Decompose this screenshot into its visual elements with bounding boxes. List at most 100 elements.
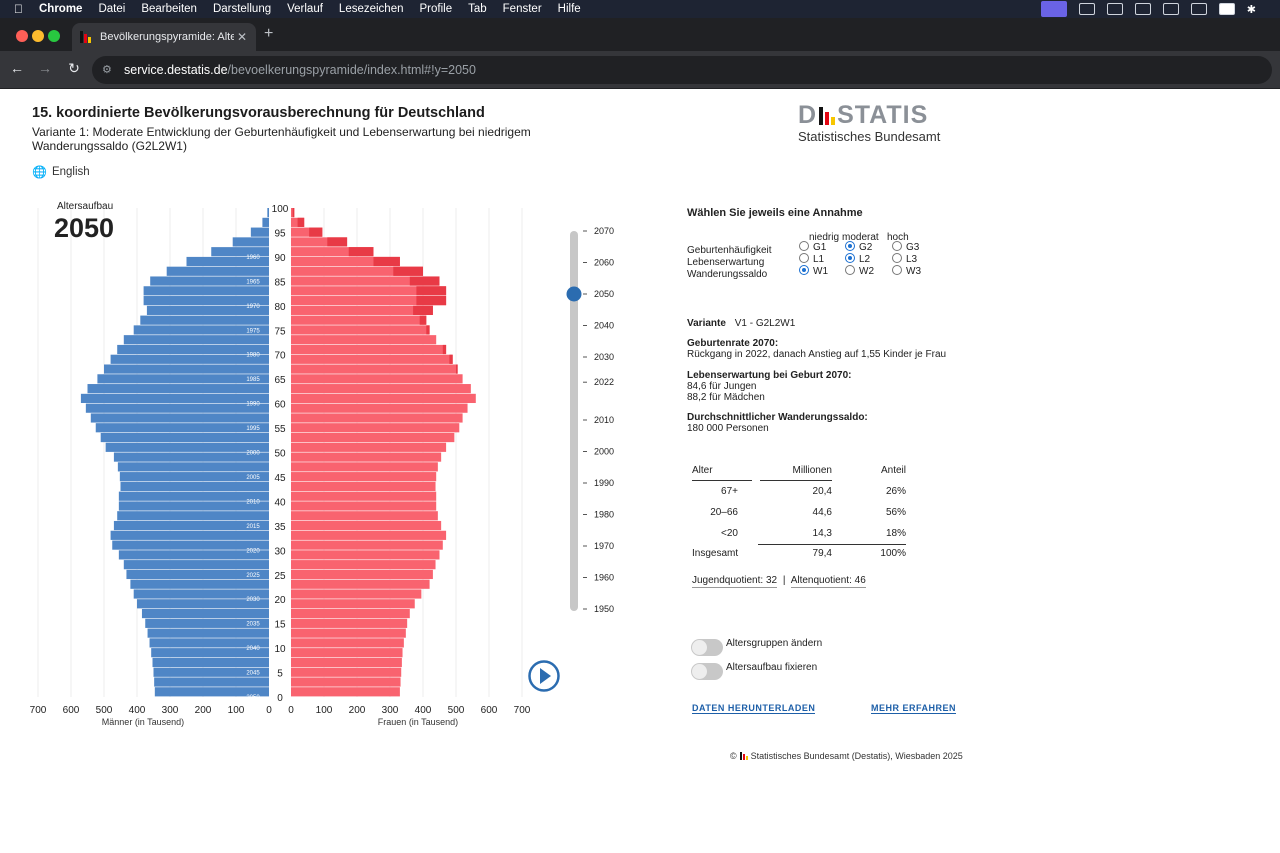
menu-fenster[interactable]: Fenster [493,3,542,15]
radio-l2[interactable]: L2 [845,253,870,265]
radio-w1[interactable]: W1 [799,265,828,277]
timeline-year-label[interactable]: 1970 [594,541,614,551]
menu-datei[interactable]: Datei [89,3,125,15]
female-bar [291,677,401,687]
reload-icon[interactable]: ↻ [68,60,80,76]
menu-hilfe[interactable]: Hilfe [548,3,581,15]
col-niedrig: niedrig [809,232,840,243]
extension-icon[interactable] [1078,3,1095,15]
close-window-icon[interactable] [16,30,28,42]
menu-app-name[interactable]: Chrome [30,3,82,15]
female-bar [291,560,436,570]
female-bar [291,599,415,609]
year-slider-handle[interactable] [566,286,582,302]
keyboard-a-icon[interactable] [1218,3,1235,15]
radio-w3[interactable]: W3 [892,265,921,277]
timeline-year-label[interactable]: 2000 [594,447,614,457]
female-bar [291,687,400,697]
apple-icon[interactable]:  [14,2,23,16]
female-bar [291,628,406,638]
radio-g3[interactable]: G3 [892,241,919,253]
timeline-year-label[interactable]: 2050 [594,289,614,299]
timeline-year-label[interactable]: 2030 [594,352,614,362]
radio-g2[interactable]: G2 [845,241,872,253]
male-bar [150,276,269,286]
birth-year-label: 1965 [246,279,260,285]
age-tick-label: 10 [274,644,286,655]
male-bar [267,208,269,218]
windows-icon[interactable] [1190,3,1207,15]
cast-icon[interactable] [1106,3,1123,15]
browser-tab[interactable]: Bevölkerungspyramide: Alters ✕ [72,23,256,51]
menu-verlauf[interactable]: Verlauf [278,3,323,15]
timeline-year-label[interactable]: 2070 [594,226,614,236]
radio-l1[interactable]: L1 [799,253,824,265]
timeline-year-label[interactable]: 2040 [594,321,614,331]
new-tab-icon[interactable]: + [264,25,274,42]
destatis-logo[interactable]: D STATIS Statistisches Bundesamt [798,101,940,144]
female-surplus-bar [309,227,323,237]
globe-icon: 🌐 [32,165,47,179]
radio-g1[interactable]: G1 [799,241,826,253]
table-row: 67+ 20,4 26% [692,481,906,502]
timeline-year-label[interactable]: 2022 [594,377,614,387]
menu-profile[interactable]: Profile [410,3,453,15]
age-groups-toggle-label: Altersgruppen ändern [726,638,823,649]
male-bar [151,648,269,658]
learn-more-link[interactable]: MEHR ERFAHREN [871,703,957,714]
male-bar [100,432,269,443]
back-icon[interactable]: ← [10,60,24,76]
male-bar [137,599,269,609]
radio-w2[interactable]: W2 [845,265,874,277]
female-bar [291,608,410,619]
site-settings-icon[interactable]: ⚙ [102,64,112,76]
copyright-symbol: © [730,751,737,761]
birth-year-label: 1995 [246,426,260,432]
menu-bearbeiten[interactable]: Bearbeiten [132,3,197,15]
male-bar [104,364,269,374]
maximize-window-icon[interactable] [48,30,60,42]
x-tick-left: 700 [30,705,47,716]
male-bar [113,520,270,531]
html5-icon[interactable] [1162,3,1179,15]
timeline-year-label[interactable]: 1990 [594,478,614,488]
birth-rate-title: Geburtenrate 2070: [687,338,779,349]
age-tick-label: 5 [277,669,283,680]
forward-icon[interactable]: → [38,60,52,76]
play-button[interactable] [528,660,560,692]
menu-lesezeichen[interactable]: Lesezeichen [329,3,404,15]
menu-tab[interactable]: Tab [459,3,487,15]
age-tick-label: 75 [274,326,286,337]
youth-quotient[interactable]: Jugendquotient: 32 [692,575,778,588]
timeline-year-label[interactable]: 2060 [594,258,614,268]
age-groups-toggle[interactable] [691,639,723,656]
male-bar [166,266,269,276]
download-data-link[interactable]: DATEN HERUNTERLADEN [692,703,816,714]
timeline-year-label[interactable]: 1960 [594,573,614,583]
screen-icon[interactable] [1040,1,1067,17]
male-bar [117,511,269,521]
timeline-year-label[interactable]: 2010 [594,415,614,425]
language-link[interactable]: 🌐 English [32,165,90,179]
female-bar [291,520,442,531]
age-tick-label: 70 [274,351,286,362]
female-bar [291,589,422,599]
radio-l3[interactable]: L3 [892,253,917,265]
timeline-year-label[interactable]: 1980 [594,510,614,520]
address-bar[interactable]: ⚙ service.destatis.de/bevoelkerungspyram… [92,56,1272,84]
bluetooth-icon[interactable]: ✱ [1246,3,1256,16]
timeline-year-label[interactable]: 1950 [594,604,614,614]
male-bar [118,491,269,501]
display-icon[interactable] [1134,3,1151,15]
table-row: <20 14,3 18% [692,523,906,544]
close-tab-icon[interactable]: ✕ [236,30,248,44]
fix-structure-toggle[interactable] [691,663,723,680]
old-age-quotient[interactable]: Altenquotient: 46 [790,575,866,588]
menu-darstellung[interactable]: Darstellung [203,3,271,15]
female-bar [291,227,323,237]
male-bar [130,579,269,589]
female-surplus-bar [297,217,305,227]
year-slider-track[interactable] [570,231,578,611]
migration-text: 180 000 Personen [687,423,769,434]
minimize-window-icon[interactable] [32,30,44,42]
